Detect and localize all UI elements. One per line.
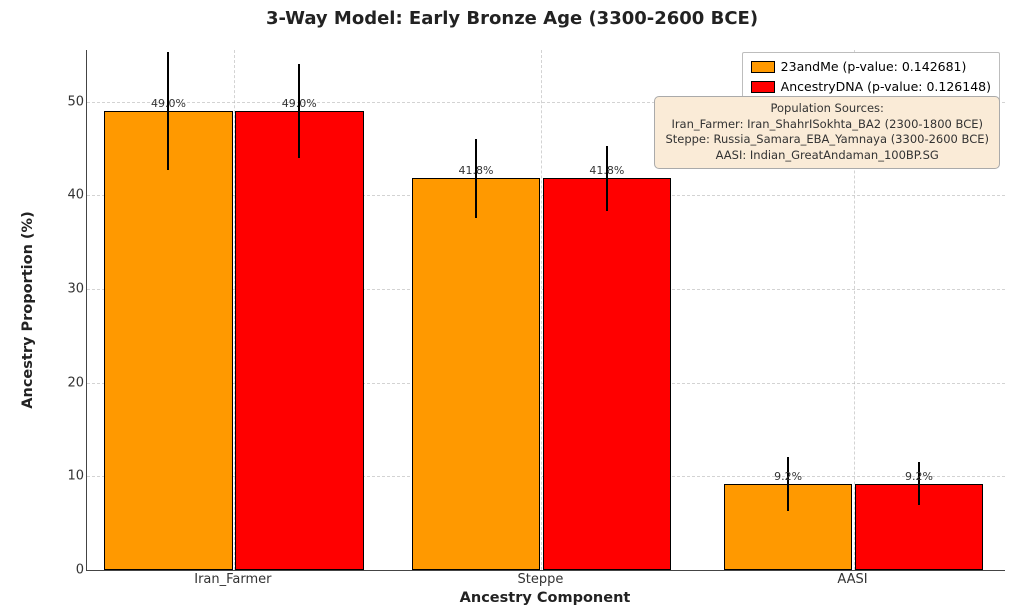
- legend-label: 23andMe (p-value: 0.142681): [781, 57, 967, 77]
- chart-title: 3-Way Model: Early Bronze Age (3300-2600…: [0, 8, 1024, 29]
- y-tick-label: 10: [4, 469, 84, 484]
- bar-value-label: 49.0%: [151, 97, 186, 110]
- annotation-box: Population Sources:Iran_Farmer: Iran_Sha…: [654, 96, 1000, 169]
- chart-container: 3-Way Model: Early Bronze Age (3300-2600…: [0, 0, 1024, 614]
- annotation-line: Iran_Farmer: Iran_ShahrISokhta_BA2 (2300…: [665, 117, 989, 133]
- y-tick-label: 30: [4, 281, 84, 296]
- bar-value-label: 9.2%: [905, 470, 933, 483]
- bar: [235, 111, 364, 570]
- error-bar: [298, 64, 300, 158]
- error-bar: [787, 457, 789, 511]
- annotation-header: Population Sources:: [665, 101, 989, 117]
- bar: [104, 111, 233, 570]
- y-tick-label: 0: [4, 563, 84, 578]
- x-axis-label: Ancestry Component: [86, 590, 1004, 606]
- legend-swatch: [751, 61, 775, 73]
- bar: [412, 178, 541, 570]
- legend-row: 23andMe (p-value: 0.142681): [751, 57, 991, 77]
- bar-value-label: 9.2%: [774, 470, 802, 483]
- y-tick-label: 50: [4, 94, 84, 109]
- bar-value-label: 41.8%: [589, 164, 624, 177]
- x-tick-label: Steppe: [517, 572, 563, 587]
- bar: [543, 178, 672, 570]
- error-bar: [918, 462, 920, 505]
- legend-row: AncestryDNA (p-value: 0.126148): [751, 77, 991, 97]
- legend-label: AncestryDNA (p-value: 0.126148): [781, 77, 991, 97]
- error-bar: [606, 146, 608, 212]
- bar-value-label: 41.8%: [459, 164, 494, 177]
- annotation-line: Steppe: Russia_Samara_EBA_Yamnaya (3300-…: [665, 132, 989, 148]
- bar-value-label: 49.0%: [282, 97, 317, 110]
- legend-swatch: [751, 81, 775, 93]
- annotation-line: AASI: Indian_GreatAndaman_100BP.SG: [665, 148, 989, 164]
- y-tick-label: 20: [4, 375, 84, 390]
- y-tick-label: 40: [4, 188, 84, 203]
- x-tick-label: Iran_Farmer: [194, 572, 271, 587]
- x-tick-label: AASI: [837, 572, 867, 587]
- error-bar: [167, 52, 169, 170]
- error-bar: [475, 139, 477, 218]
